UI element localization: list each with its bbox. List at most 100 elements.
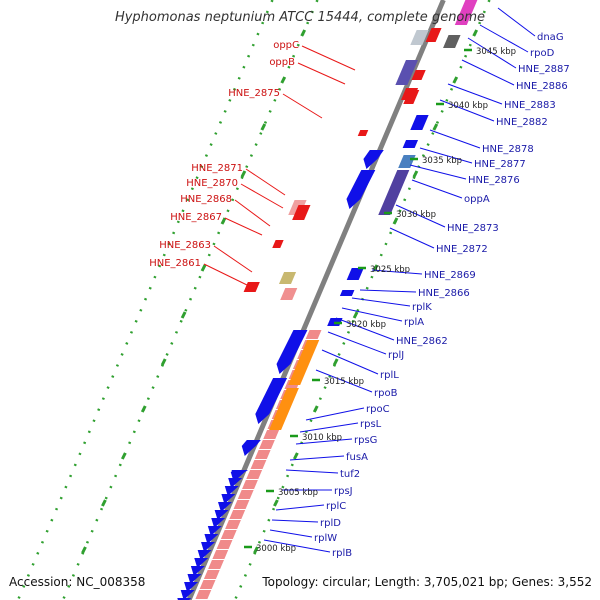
gc-dash xyxy=(432,123,439,131)
red-gene xyxy=(403,90,420,104)
connector-rpsl xyxy=(299,422,359,433)
ribosomal-gene-pink xyxy=(212,550,229,559)
connector-rpod xyxy=(479,24,529,53)
gc-dash xyxy=(220,217,227,225)
connector-rplj xyxy=(327,331,387,355)
connector-hne_2875 xyxy=(282,93,323,119)
ribosomal-gene-pink xyxy=(305,330,322,339)
connector-hne_2867 xyxy=(224,217,263,236)
tick-label: 3020 kbp xyxy=(346,320,386,330)
blue-small-gene xyxy=(187,574,205,584)
accession-text: Accession: NC_008358 xyxy=(9,575,146,589)
label-hne_2861: HNE_2861 xyxy=(149,258,201,269)
label-dnag: dnaG xyxy=(537,32,564,43)
pink-gene-2866 xyxy=(280,288,298,300)
blue-small-gene xyxy=(228,478,245,488)
tick-label: 3000 kbp xyxy=(256,544,296,554)
gc-dash xyxy=(81,546,87,554)
label-rpod: rpoD xyxy=(530,48,555,59)
connector-oppc xyxy=(301,45,356,71)
label-connector-lines xyxy=(203,7,536,553)
label-rplc: rplC xyxy=(326,501,346,512)
connector-hne_2866 xyxy=(359,289,417,293)
label-hne_2876: HNE_2876 xyxy=(468,175,520,186)
connector-hne_2877 xyxy=(419,147,473,164)
connector-hne_2870 xyxy=(240,183,284,209)
gc-dash xyxy=(260,123,267,131)
gc-dash xyxy=(101,499,107,507)
blue-gene xyxy=(276,330,308,374)
connector-tuf2 xyxy=(285,469,339,474)
ribosomal-gene-pink xyxy=(208,560,224,569)
ribosomal-gene-pink xyxy=(199,580,216,589)
olive-gene xyxy=(278,272,297,284)
gc-skew-dots-left xyxy=(16,0,274,600)
connector-rplc xyxy=(275,504,325,511)
topology-text: Topology: circular; Length: 3,705,021 bp… xyxy=(262,575,592,589)
gc-dash xyxy=(140,405,147,413)
blue-small-gene xyxy=(201,542,218,552)
label-hne_2882: HNE_2882 xyxy=(496,117,548,128)
pink-gene-left xyxy=(288,200,307,215)
connector-hne_2861 xyxy=(203,263,248,286)
gc-dash xyxy=(472,29,479,37)
blue-small-gene xyxy=(204,534,221,544)
gc-dots-right xyxy=(233,0,491,600)
ribosomal-gene-pink xyxy=(246,470,263,479)
connector-hne_2869 xyxy=(371,269,423,275)
kbp-ticks: 3045 kbp 3040 kbp 3035 kbp 3030 kbp 3025 kbp… xyxy=(244,47,516,554)
blue-small-gene xyxy=(197,550,215,560)
connector-hne_2882 xyxy=(439,99,495,122)
blue-small-gene xyxy=(218,502,235,512)
tick-label: 3045 kbp xyxy=(476,47,516,57)
label-fusa: fusA xyxy=(346,452,368,463)
blue-small-gene xyxy=(184,582,201,592)
label-hne_2875: HNE_2875 xyxy=(228,88,280,99)
label-hne_2869: HNE_2869 xyxy=(424,270,476,281)
connector-hne_2887 xyxy=(467,37,517,69)
connector-rplk xyxy=(351,297,411,307)
ribosomal-gene-pink xyxy=(259,440,275,449)
gc-dash xyxy=(273,499,279,507)
red-gene xyxy=(425,28,442,42)
label-hne_2866: HNE_2866 xyxy=(418,288,470,299)
gc-dash xyxy=(392,217,399,225)
blue-gene-right xyxy=(339,290,355,296)
label-oppc: oppC xyxy=(273,40,299,51)
connector-hne_2886 xyxy=(461,59,515,86)
ribosomal-gene-pink xyxy=(237,490,254,499)
grey-gene xyxy=(410,30,429,45)
label-rpsg: rpsG xyxy=(354,435,377,446)
connector-rpob xyxy=(315,369,373,393)
label-hne_2873: HNE_2873 xyxy=(447,223,499,234)
gc-dash xyxy=(292,452,299,460)
ribosomal-gene-pink xyxy=(233,500,250,509)
blue-small-gene xyxy=(214,510,232,520)
connector-rpoc xyxy=(305,407,365,421)
label-hne_2886: HNE_2886 xyxy=(516,81,568,92)
gc-dot-tracks xyxy=(16,0,491,600)
ribosomal-gene-pink xyxy=(242,480,258,489)
ribosomal-gene-pink xyxy=(263,430,280,439)
red-gene xyxy=(292,205,311,220)
blue-small-gene xyxy=(211,518,228,528)
tick-label: 3030 kbp xyxy=(396,210,436,220)
blue-small-gene xyxy=(194,558,211,568)
blue-gene xyxy=(255,378,288,424)
blue-gene-right xyxy=(410,115,429,130)
gc-dash xyxy=(452,76,459,84)
map-title: Hyphomonas neptunium ATCC 15444, complet… xyxy=(114,10,486,25)
ribosomal-gene-pink xyxy=(254,450,271,459)
blue-small-gene xyxy=(180,590,198,600)
ribosomal-gene-pink xyxy=(195,590,212,599)
connector-rpld xyxy=(271,519,319,523)
connector-rpll xyxy=(321,349,379,375)
label-hne_2883: HNE_2883 xyxy=(504,100,556,111)
connector-oppa xyxy=(411,179,463,199)
blue-gene xyxy=(241,440,261,456)
red-gene xyxy=(411,70,426,80)
tick-label: 3015 kbp xyxy=(324,377,364,387)
blue-small-gene xyxy=(224,486,242,496)
